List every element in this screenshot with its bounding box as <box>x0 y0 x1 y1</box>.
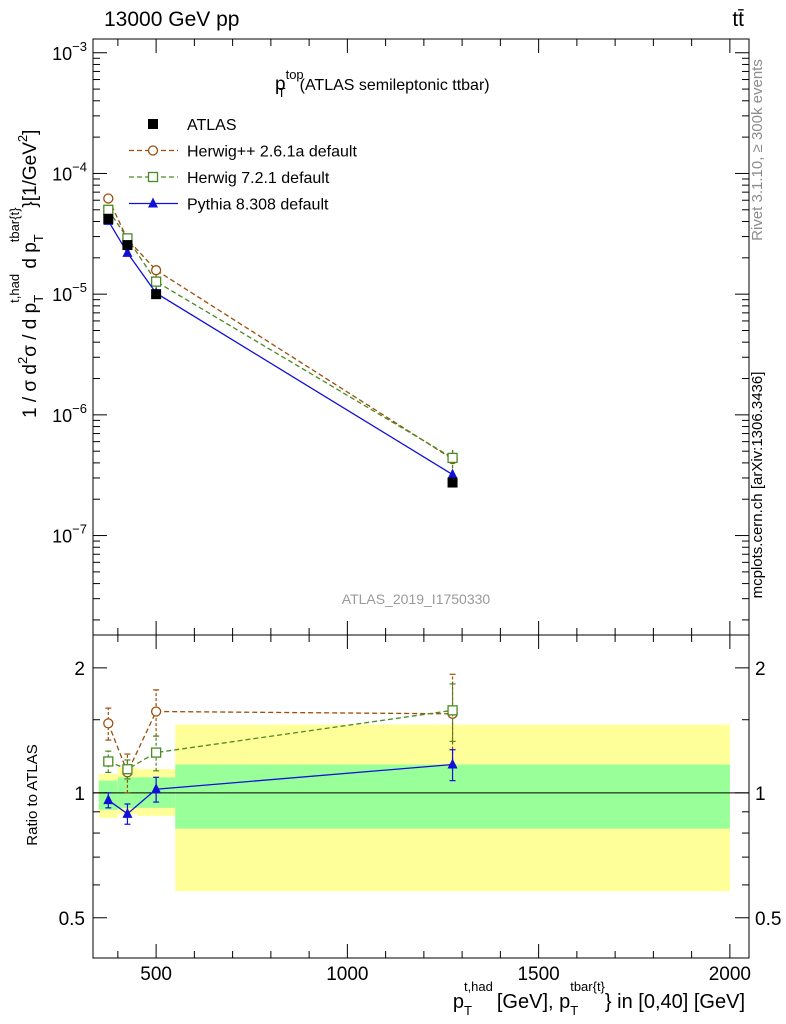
legend-label: ATLAS <box>187 117 237 134</box>
ratio-point <box>150 706 162 717</box>
ratio-tick-label-right: 0.5 <box>755 909 781 930</box>
data-point <box>103 204 114 215</box>
ratio-point <box>151 783 162 794</box>
x-tick-label: 1500 <box>517 964 559 985</box>
series-pythia-8-308-default <box>103 214 458 480</box>
ratio-line <box>107 710 453 775</box>
series-line <box>107 220 453 476</box>
beam-label: 13000 GeV pp <box>104 8 239 31</box>
data-point <box>150 265 162 276</box>
ratio-line <box>107 763 453 815</box>
ratio-series-pythia-8-308-default <box>103 749 458 825</box>
legend-entry: Herwig 7.2.1 default <box>129 170 330 187</box>
main-y-axis-label: 1 / σ d2σ / d pTt,had d pTtbar{t}}[1/GeV… <box>7 130 46 418</box>
data-point <box>447 477 458 488</box>
ratio-point <box>122 764 133 775</box>
y-tick-label: 10−5 <box>52 280 87 305</box>
legend-label: Herwig++ 2.6.1a default <box>187 144 357 161</box>
ratio-series-herwig-7-2-1-default <box>103 683 458 780</box>
ratio-panel-frame <box>92 634 750 959</box>
ratio-point <box>103 756 114 767</box>
legend-label: Herwig 7.2.1 default <box>187 170 330 187</box>
plot-title: ptop T (ATLAS semileptonic ttbar) <box>275 67 490 100</box>
series-herwig-7-2-1-default <box>103 204 458 469</box>
data-point <box>122 246 133 257</box>
ratio-point <box>103 718 114 729</box>
legend-marker <box>148 197 158 208</box>
data-point <box>122 240 133 251</box>
data-point <box>447 452 458 464</box>
x-tick-label: 1000 <box>326 964 368 985</box>
mcplots-label: mcplots.cern.ch [arXiv:1306.3436] <box>749 372 766 599</box>
rivet-version-label: Rivet 3.1.10, ≥ 300k events <box>749 59 766 241</box>
legend-entry: ATLAS <box>148 117 237 134</box>
legend-marker <box>148 119 158 129</box>
data-point <box>150 276 162 287</box>
ratio-point <box>447 758 458 769</box>
ratio-y-axis-label: Ratio to ATLAS <box>24 744 41 845</box>
ratio-tick-label-right: 1 <box>755 784 766 805</box>
legend-entry: Herwig++ 2.6.1a default <box>129 144 357 161</box>
main-y-axis: 10−7 10−6 10−5 10−4 10−3 <box>52 39 749 621</box>
series-line <box>107 209 453 459</box>
data-point <box>151 289 162 300</box>
legend-entry: Pythia 8.308 default <box>129 197 329 214</box>
legend-label: Pythia 8.308 default <box>187 197 329 214</box>
x-tick-label: 2000 <box>709 964 751 985</box>
legend: ATLAS Herwig++ 2.6.1a default Herwig 7.2.1… <box>129 117 357 214</box>
y-tick-label: 10−3 <box>52 39 87 64</box>
ratio-tick-label-left: 0.5 <box>59 909 85 930</box>
legend-marker <box>147 145 159 156</box>
ratio-tick-label-left: 2 <box>74 659 85 680</box>
ratio-uncertainty-bands <box>98 724 730 892</box>
x-axis-label: pTt,had[GeV], pTtbar{t}} in [0,40] [GeV] <box>453 979 745 1018</box>
y-tick-label: 10−4 <box>52 159 87 184</box>
series-atlas <box>103 213 458 488</box>
series-line <box>107 198 453 460</box>
main-panel <box>103 193 458 488</box>
series-herwig-2-6-1a-default <box>103 193 458 473</box>
analysis-label: ATLAS_2019_I1750330 <box>342 591 491 607</box>
y-tick-label: 10−7 <box>52 522 87 547</box>
data-point <box>103 193 114 204</box>
data-point <box>103 213 114 224</box>
legend-marker <box>147 171 159 183</box>
ratio-point <box>447 705 458 716</box>
ratio-panel <box>93 673 749 825</box>
y-tick-label: 10−6 <box>52 401 87 426</box>
ratio-tick-label-left: 1 <box>74 784 85 805</box>
ratio-line <box>108 709 453 770</box>
process-label: tt̄ <box>732 8 744 31</box>
ratio-point <box>103 794 114 805</box>
ratio-point <box>150 747 162 758</box>
x-axis: 500 1000 1500 2000 <box>117 39 751 985</box>
x-tick-label: 500 <box>140 964 172 985</box>
ratio-y-axis: 0.5 0.5 1 1 2 2 <box>59 659 781 959</box>
data-point <box>447 468 458 479</box>
ratio-point <box>122 807 133 818</box>
ratio-tick-label-right: 2 <box>755 659 766 680</box>
